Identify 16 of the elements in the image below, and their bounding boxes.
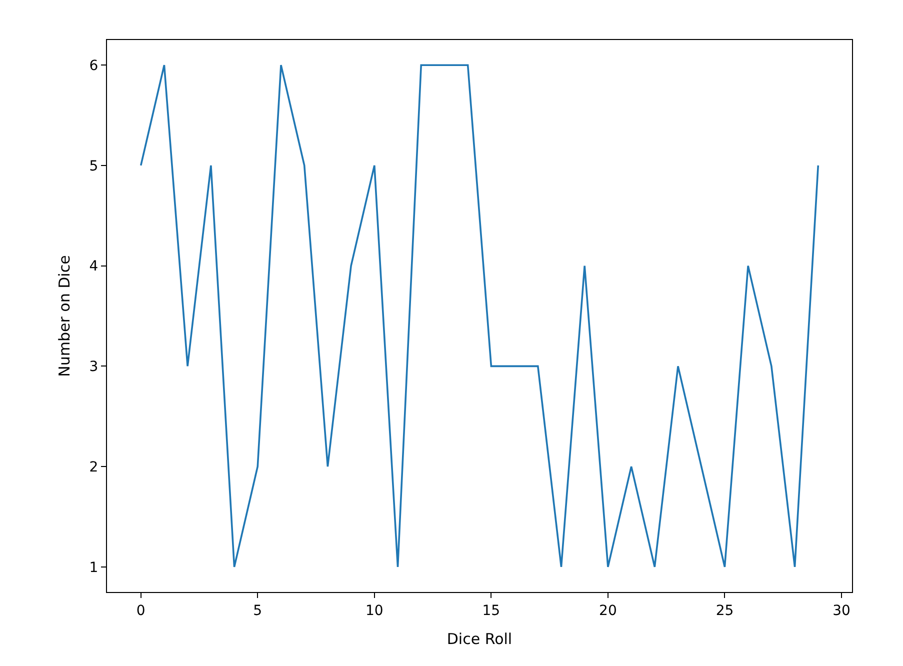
x-tick-label: 20: [599, 602, 617, 619]
y-tick-label: 4: [89, 258, 98, 275]
y-tick-label: 5: [89, 158, 98, 174]
x-tick-label: 15: [482, 602, 500, 619]
y-tick-label: 2: [89, 459, 98, 476]
y-tick-label: 3: [89, 359, 98, 376]
y-tick-label: 1: [89, 560, 98, 576]
x-tick-label: 0: [136, 602, 146, 619]
x-tick-label: 5: [253, 602, 262, 619]
x-axis-title: Dice Roll: [446, 630, 512, 648]
x-tick-label: 25: [716, 602, 734, 619]
x-tick-label: 10: [365, 602, 384, 619]
y-tick-label: 6: [89, 58, 98, 74]
x-tick-label: 30: [832, 602, 850, 619]
line-series: [140, 64, 820, 568]
y-axis-title: Number on Dice: [56, 255, 74, 377]
